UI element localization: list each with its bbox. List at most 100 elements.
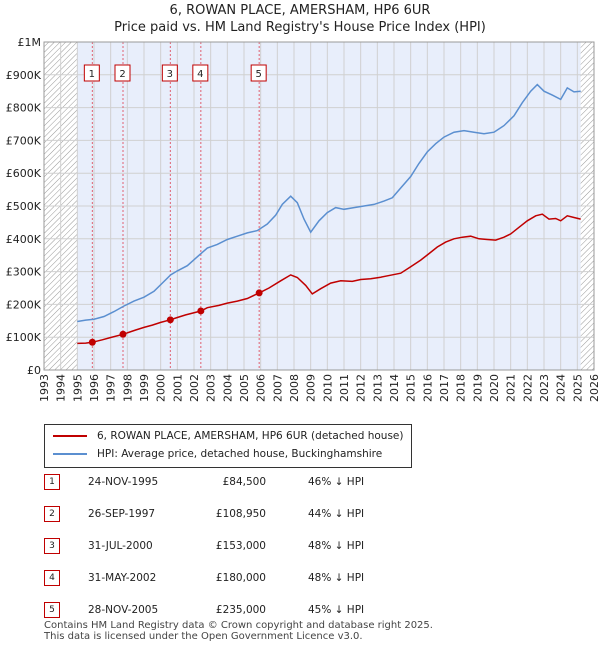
x-tick-label: 1998 — [121, 374, 134, 402]
x-tick-label: 2021 — [505, 374, 518, 402]
transaction-label: 1 — [89, 69, 95, 80]
x-tick-label: 2014 — [388, 374, 401, 402]
transaction-date: 24-NOV-1995 — [88, 476, 159, 488]
transaction-hpi-diff: 46% ↓ HPI — [308, 476, 365, 488]
transaction-date: 31-JUL-2000 — [88, 540, 153, 552]
transaction-badge: 5 — [44, 602, 60, 618]
transaction-point — [166, 316, 174, 324]
x-tick-label: 2018 — [455, 374, 468, 402]
y-tick-label: £200K — [6, 298, 42, 311]
transaction-price: £180,000 — [215, 572, 266, 584]
x-tick-label: 2022 — [521, 374, 534, 402]
x-tick-label: 2023 — [538, 374, 551, 402]
x-tick-label: 2009 — [305, 374, 318, 402]
footer-attribution: Contains HM Land Registry data © Crown c… — [44, 620, 433, 642]
x-tick-label: 1993 — [38, 374, 51, 402]
transaction-hpi-diff: 44% ↓ HPI — [308, 508, 365, 520]
transaction-hpi-diff: 48% ↓ HPI — [308, 540, 365, 552]
chart-legend: 6, ROWAN PLACE, AMERSHAM, HP6 6UR (detac… — [44, 424, 412, 468]
legend-label-hpi: HPI: Average price, detached house, Buck… — [97, 448, 383, 460]
transaction-date: 28-NOV-2005 — [88, 604, 159, 616]
transaction-badge: 4 — [44, 570, 60, 586]
x-tick-label: 2001 — [171, 374, 184, 402]
x-tick-label: 2002 — [188, 374, 201, 402]
y-tick-label: £300K — [6, 266, 42, 279]
table-row: 2 26-SEP-1997 £108,950 44% ↓ HPI — [44, 506, 464, 524]
legend-item-property: 6, ROWAN PLACE, AMERSHAM, HP6 6UR (detac… — [53, 430, 403, 442]
transaction-badge: 3 — [44, 538, 60, 554]
y-tick-label: £400K — [6, 233, 42, 246]
legend-swatch-hpi — [53, 453, 87, 455]
y-tick-label: £1M — [18, 36, 42, 49]
x-tick-label: 2012 — [355, 374, 368, 402]
transaction-date: 26-SEP-1997 — [88, 508, 156, 520]
y-tick-label: £900K — [6, 69, 42, 82]
transaction-price: £235,000 — [215, 604, 266, 616]
x-tick-label: 2010 — [321, 374, 334, 402]
x-tick-label: 2006 — [255, 374, 268, 402]
transaction-label: 2 — [119, 69, 125, 80]
y-tick-label: £0 — [27, 364, 41, 377]
x-tick-label: 2011 — [338, 374, 351, 402]
plot-border — [43, 41, 595, 371]
x-tick-label: 2015 — [405, 374, 418, 402]
x-tick-label: 2020 — [488, 374, 501, 402]
footer-line-licence: This data is licensed under the Open Gov… — [44, 631, 363, 642]
chart-subtitle: Price paid vs. HM Land Registry's House … — [114, 20, 486, 35]
transaction-point — [119, 330, 127, 338]
x-tick-label: 2003 — [205, 374, 218, 402]
legend-label-property: 6, ROWAN PLACE, AMERSHAM, HP6 6UR (detac… — [97, 430, 404, 442]
x-tick-label: 2007 — [271, 374, 284, 402]
legend-swatch-property — [53, 435, 87, 437]
transaction-price: £84,500 — [222, 476, 266, 488]
x-tick-label: 1997 — [105, 374, 118, 402]
y-tick-label: £100K — [6, 331, 42, 344]
x-tick-label: 2019 — [471, 374, 484, 402]
x-tick-label: 2017 — [438, 374, 451, 402]
x-tick-label: 2024 — [555, 374, 568, 402]
x-tick-label: 2004 — [221, 374, 234, 402]
transaction-label-box — [114, 64, 131, 82]
x-tick-label: 1995 — [71, 374, 84, 402]
transaction-label-box — [83, 64, 100, 82]
transaction-price: £108,950 — [215, 508, 266, 520]
transaction-price: £153,000 — [215, 540, 266, 552]
table-row: 4 31-MAY-2002 £180,000 48% ↓ HPI — [44, 570, 464, 588]
x-tick-label: 2026 — [588, 374, 600, 402]
transaction-badge: 2 — [44, 506, 60, 522]
transaction-hpi-diff: 45% ↓ HPI — [308, 604, 365, 616]
x-tick-label: 1996 — [88, 374, 101, 402]
y-tick-label: £800K — [6, 102, 42, 115]
transaction-label: 3 — [167, 69, 173, 80]
x-tick-label: 2025 — [571, 374, 584, 402]
property-price-line — [77, 213, 581, 345]
x-tick-label: 2000 — [155, 374, 168, 402]
y-tick-label: £500K — [6, 200, 42, 213]
x-tick-label: 1994 — [55, 374, 68, 402]
x-tick-label: 1999 — [138, 374, 151, 402]
x-tick-label: 2016 — [421, 374, 434, 402]
transaction-label-box — [250, 64, 267, 82]
table-row: 1 24-NOV-1995 £84,500 46% ↓ HPI — [44, 474, 464, 492]
transaction-label-box — [192, 64, 209, 82]
table-row: 3 31-JUL-2000 £153,000 48% ↓ HPI — [44, 538, 464, 556]
transaction-label: 4 — [197, 69, 203, 80]
hpi-line — [77, 83, 581, 323]
transaction-label-box — [161, 64, 178, 82]
transaction-point — [197, 307, 205, 315]
y-tick-label: £700K — [6, 134, 42, 147]
price-chart: 1 2 3 4 5 £0 £100K £200K £300K £400K £500K £600K £70… — [6, 36, 600, 402]
transaction-point — [88, 338, 96, 346]
x-tick-label: 2008 — [288, 374, 301, 402]
chart-title-address: 6, ROWAN PLACE, AMERSHAM, HP6 6UR — [169, 3, 431, 18]
table-row: 5 28-NOV-2005 £235,000 45% ↓ HPI — [44, 602, 464, 620]
footer-line-copyright: Contains HM Land Registry data © Crown c… — [44, 620, 433, 631]
transaction-hpi-diff: 48% ↓ HPI — [308, 572, 365, 584]
transaction-label: 5 — [255, 69, 261, 80]
legend-item-hpi: HPI: Average price, detached house, Buck… — [53, 448, 382, 460]
transaction-badge: 1 — [44, 474, 60, 490]
y-tick-label: £600K — [6, 167, 42, 180]
x-tick-label: 2013 — [371, 374, 384, 402]
transaction-point — [255, 289, 263, 297]
transaction-date: 31-MAY-2002 — [88, 572, 157, 584]
